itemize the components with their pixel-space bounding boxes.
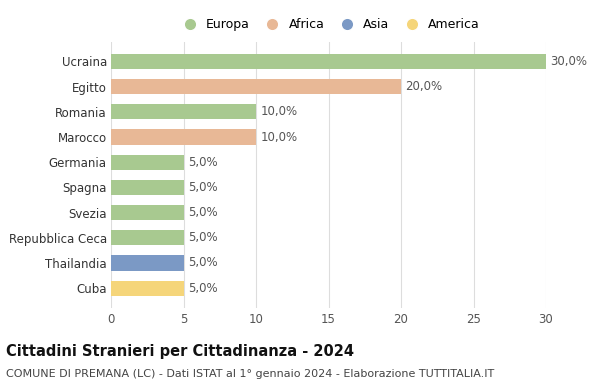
Bar <box>111 79 401 94</box>
Bar <box>111 54 546 69</box>
Bar <box>111 180 184 195</box>
Text: 10,0%: 10,0% <box>260 105 298 118</box>
Text: 5,0%: 5,0% <box>188 181 217 194</box>
Bar <box>111 205 184 220</box>
Text: 5,0%: 5,0% <box>188 256 217 269</box>
Bar <box>111 155 184 170</box>
Bar <box>111 104 256 119</box>
Bar <box>111 255 184 271</box>
Text: COMUNE DI PREMANA (LC) - Dati ISTAT al 1° gennaio 2024 - Elaborazione TUTTITALIA: COMUNE DI PREMANA (LC) - Dati ISTAT al 1… <box>6 369 494 379</box>
Text: 5,0%: 5,0% <box>188 156 217 169</box>
Legend: Europa, Africa, Asia, America: Europa, Africa, Asia, America <box>172 13 485 36</box>
Bar <box>111 230 184 245</box>
Text: 20,0%: 20,0% <box>406 80 442 93</box>
Text: 10,0%: 10,0% <box>260 130 298 144</box>
Text: 5,0%: 5,0% <box>188 231 217 244</box>
Bar <box>111 130 256 144</box>
Text: 5,0%: 5,0% <box>188 206 217 219</box>
Text: 5,0%: 5,0% <box>188 282 217 294</box>
Text: 30,0%: 30,0% <box>550 55 587 68</box>
Bar <box>111 280 184 296</box>
Text: Cittadini Stranieri per Cittadinanza - 2024: Cittadini Stranieri per Cittadinanza - 2… <box>6 344 354 359</box>
